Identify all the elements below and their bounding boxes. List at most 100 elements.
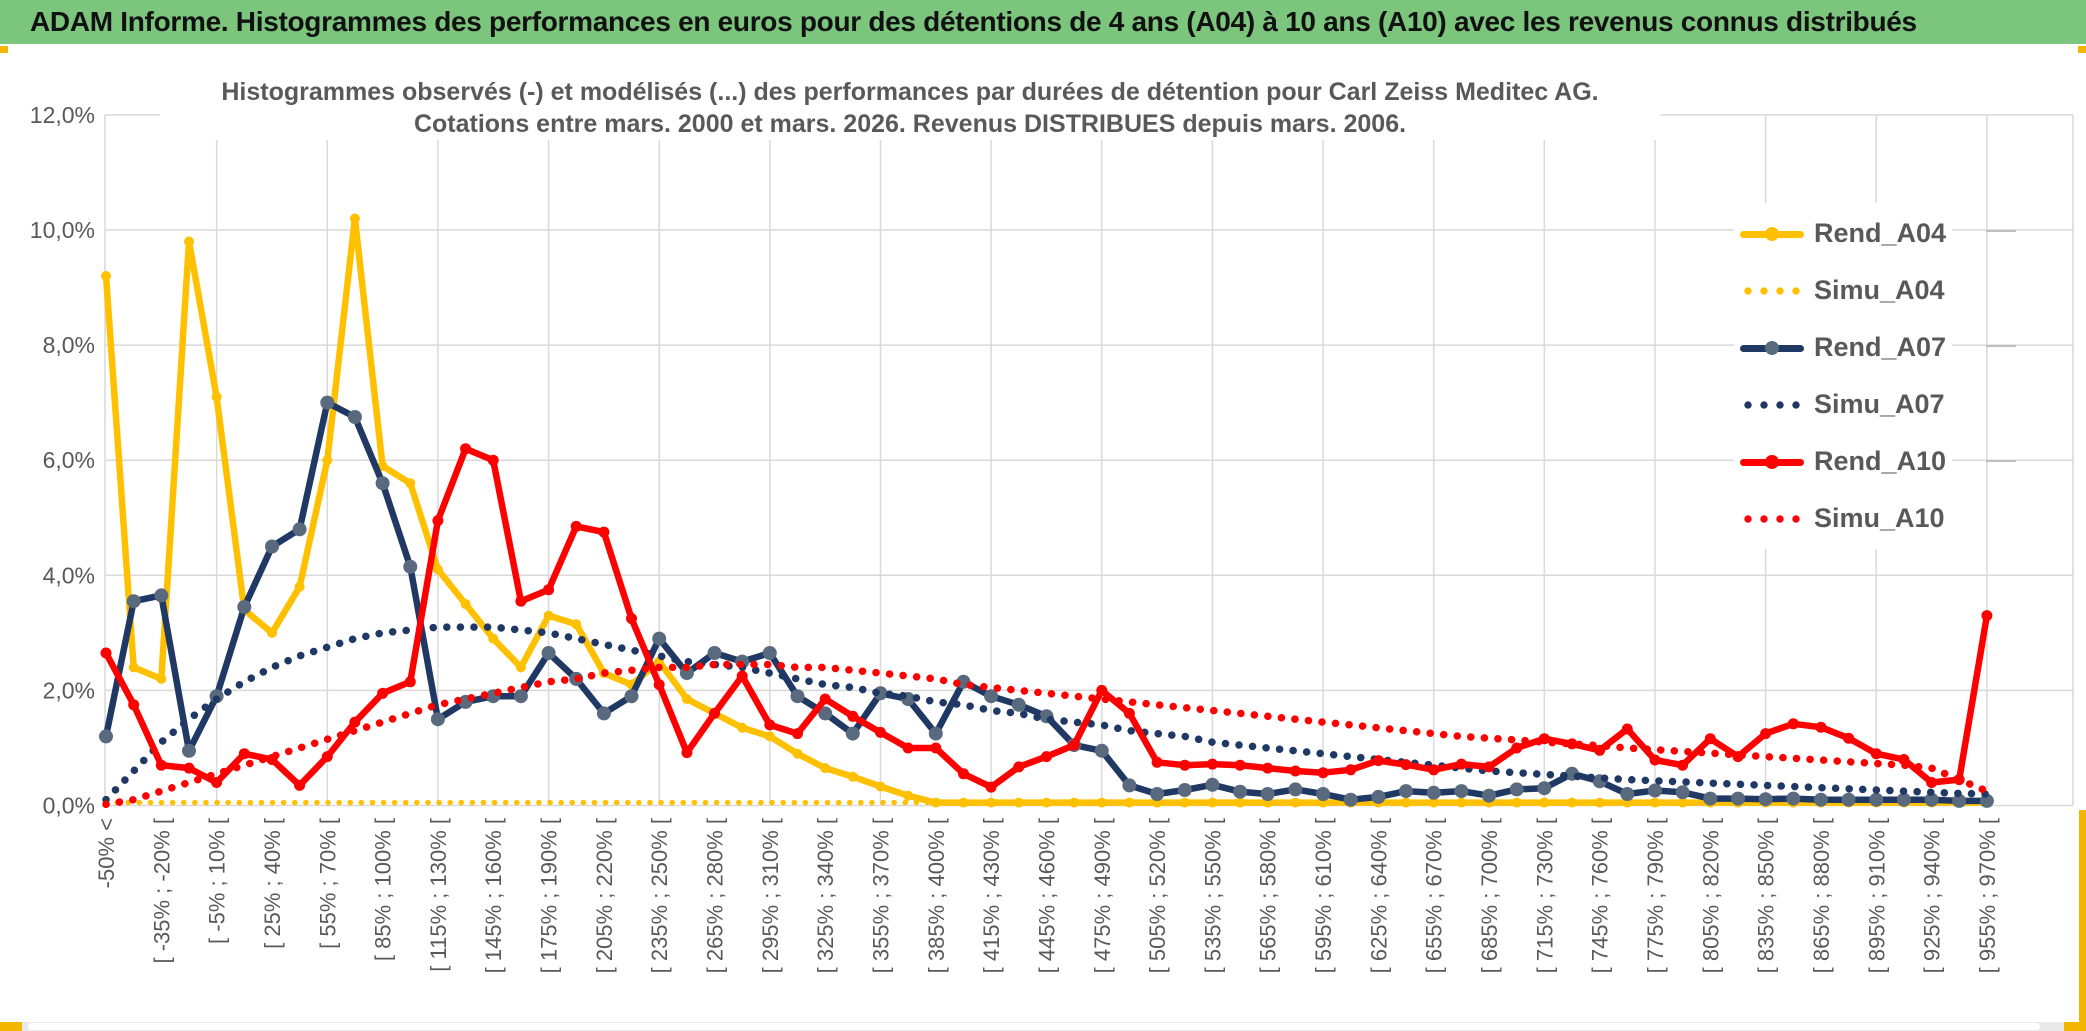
series-marker-Rend_A07 (1343, 792, 1358, 807)
series-marker-Rend_A10 (1234, 759, 1246, 771)
series-marker-Rend_A10 (1704, 733, 1716, 745)
series-marker-Rend_A07 (1316, 787, 1331, 801)
series-marker-Rend_A04 (792, 748, 803, 759)
series-marker-Rend_A04 (267, 627, 277, 638)
series-marker-Rend_A07 (265, 539, 279, 554)
series-marker-Rend_A07 (1122, 778, 1137, 793)
x-tick-label: [ 535% ; 550% [ (1200, 818, 1225, 973)
series-marker-Rend_A04 (101, 271, 111, 281)
series-marker-Rend_A04 (211, 391, 222, 402)
series-marker-Rend_A07 (1896, 792, 1911, 807)
series-marker-Rend_A10 (681, 747, 693, 759)
right-edge-tick (2078, 46, 2086, 53)
series-marker-Rend_A10 (543, 584, 555, 596)
x-tick-label: [ 265% ; 280% [ (703, 818, 728, 973)
legend-item-rend-a10[interactable]: Rend_A10 (1740, 433, 1946, 490)
simu-a04-dotted-sample-icon (1740, 282, 1804, 299)
x-tick-label: [ 295% ; 310% [ (758, 818, 783, 973)
series-marker-Rend_A10 (1041, 751, 1052, 763)
series-marker-Rend_A04 (875, 781, 886, 792)
y-tick-label: 4,0% (43, 562, 95, 588)
x-tick-label: [ 55% ; 70% [ (315, 818, 340, 949)
series-marker-Rend_A04 (322, 455, 333, 466)
series-marker-Rend_A04 (1428, 797, 1439, 808)
y-tick-label: 0,0% (43, 793, 95, 819)
series-marker-Rend_A04 (432, 564, 443, 575)
legend-item-rend-a04[interactable]: Rend_A04 (1740, 205, 1946, 262)
series-marker-Rend_A07 (1426, 785, 1441, 800)
legend-item-simu-a04[interactable]: Simu_A04 (1740, 262, 1946, 319)
series-marker-Rend_A07 (762, 646, 777, 660)
x-tick-label: -50% < (94, 818, 119, 888)
left-edge-tick (0, 46, 8, 53)
series-marker-Rend_A10 (764, 719, 776, 731)
series-marker-Rend_A07 (818, 706, 833, 721)
series-marker-Rend_A10 (1179, 759, 1191, 771)
series-marker-Rend_A07 (1731, 791, 1745, 806)
x-tick-label: [ 685% ; 700% [ (1477, 818, 1502, 973)
series-marker-Rend_A07 (292, 522, 307, 537)
x-tick-label: [ 715% ; 730% [ (1532, 818, 1557, 973)
series-marker-Rend_A04 (903, 790, 914, 801)
series-marker-Rend_A10 (1289, 765, 1301, 777)
series-marker-Rend_A10 (211, 777, 223, 788)
legend-label: Simu_A10 (1814, 503, 1945, 533)
horizontal-scrollbar[interactable] (0, 1022, 2086, 1031)
x-tick-label: [ 325% ; 340% [ (813, 818, 838, 973)
x-tick-label: [ 235% ; 250% [ (647, 818, 672, 973)
series-marker-Rend_A10 (1096, 684, 1108, 696)
series-marker-Rend_A10 (1151, 756, 1163, 768)
series-marker-Rend_A07 (1979, 793, 1994, 808)
series-marker-Rend_A07 (790, 689, 805, 704)
x-tick-label: [ 955% ; 970% [ (1975, 818, 2000, 973)
series-marker-Rend_A07 (1952, 793, 1967, 808)
series-marker-Rend_A10 (460, 443, 472, 455)
x-tick-label: [ -35% ; -20% [ (149, 818, 174, 964)
legend-item-simu-a07[interactable]: Simu_A07 (1740, 376, 1946, 433)
series-marker-Rend_A10 (1400, 759, 1412, 771)
legend-tick (1986, 460, 2016, 462)
x-tick-label: [ 745% ; 760% [ (1588, 818, 1613, 973)
x-tick-label: [ 175% ; 190% [ (537, 818, 562, 973)
series-marker-Rend_A07 (126, 594, 141, 609)
x-tick-label: [ 445% ; 460% [ (1034, 818, 1059, 973)
series-marker-Rend_A10 (238, 748, 250, 760)
series-marker-Rend_A07 (320, 395, 335, 410)
series-marker-Rend_A04 (156, 673, 167, 684)
series-marker-Rend_A10 (487, 454, 499, 466)
series-marker-Rend_A10 (1345, 764, 1357, 776)
series-marker-Rend_A04 (543, 610, 554, 621)
series-marker-Rend_A07 (1620, 787, 1635, 801)
x-tick-label: [ 385% ; 400% [ (924, 818, 949, 973)
series-marker-Rend_A04 (737, 722, 748, 733)
series-marker-Rend_A07 (347, 410, 362, 424)
simu-a10-dotted-sample-icon (1740, 510, 1804, 527)
series-marker-Rend_A10 (792, 728, 803, 740)
sheet-header: ADAM Informe. Histogrammes des performan… (0, 0, 2086, 44)
x-tick-label: [ 655% ; 670% [ (1422, 818, 1447, 973)
series-marker-Rend_A07 (1675, 785, 1690, 800)
scrollbar-thumb[interactable] (28, 1023, 2040, 1030)
series-marker-Rend_A07 (1924, 792, 1939, 807)
legend-item-simu-a10[interactable]: Simu_A10 (1740, 490, 1946, 547)
legend-item-rend-a07[interactable]: Rend_A07 (1740, 319, 1946, 376)
series-marker-Rend_A10 (1760, 728, 1772, 740)
series-marker-Rend_A07 (1841, 792, 1856, 807)
x-tick-label: [ 85% ; 100% [ (371, 818, 396, 961)
series-marker-Rend_A04 (460, 599, 471, 610)
series-marker-Rend_A04 (681, 694, 692, 704)
chart-title: Histogrammes observés (-) et modélisés (… (160, 76, 1660, 140)
series-marker-Rend_A07 (403, 559, 418, 574)
series-marker-Rend_A07 (707, 646, 722, 660)
series-marker-Rend_A07 (1454, 784, 1469, 799)
series-marker-Rend_A07 (984, 689, 999, 704)
bottom-left-corner (0, 1022, 22, 1031)
series-marker-Rend_A10 (709, 707, 720, 719)
series-marker-Rend_A07 (1371, 789, 1386, 804)
series-marker-Rend_A10 (183, 762, 195, 774)
series-marker-Rend_A10 (1566, 738, 1578, 750)
series-line-Simu_A10[interactable] (102, 660, 1991, 809)
series-marker-Rend_A04 (488, 633, 499, 644)
x-tick-label: [ 625% ; 640% [ (1366, 818, 1391, 973)
